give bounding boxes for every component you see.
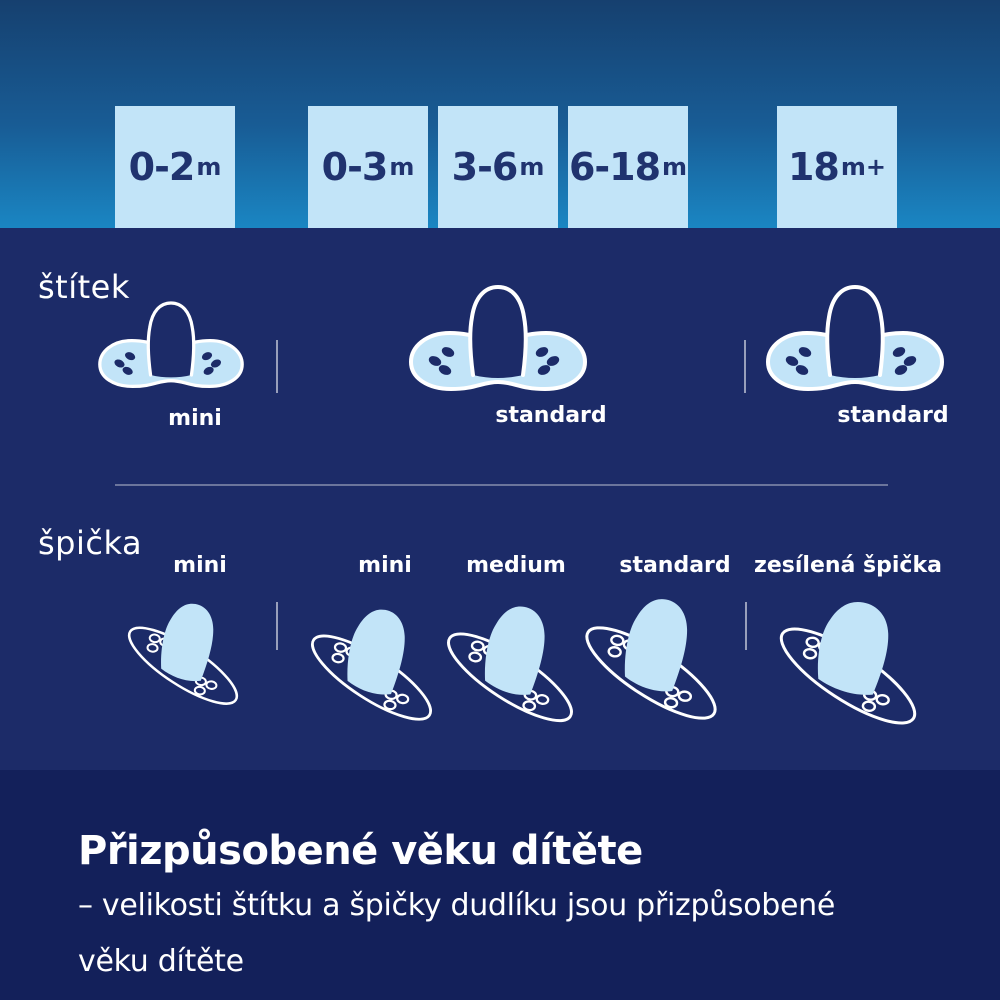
pacifier-shield-front-standard-icon bbox=[766, 284, 944, 391]
shield-row-divider bbox=[276, 340, 278, 393]
age-badge-unit: m bbox=[662, 153, 688, 181]
age-badge-value: 3-6 bbox=[451, 145, 519, 189]
tip-size-label: medium bbox=[466, 553, 566, 578]
pacifier-shield-front-mini-icon bbox=[98, 301, 244, 389]
age-badge-unit: m bbox=[389, 153, 415, 181]
pacifier-tip-side-reinforced-icon bbox=[779, 602, 917, 725]
caption-line-1: – velikosti štítku a špičky dudlíku jsou… bbox=[78, 888, 836, 923]
age-badge-value: 0-3 bbox=[321, 145, 389, 189]
shield-row-title: štítek bbox=[38, 268, 130, 306]
age-badge-6-18m: 6-18 m bbox=[568, 106, 688, 228]
age-badge-unit: m bbox=[519, 153, 545, 181]
tip-row-title: špička bbox=[38, 524, 143, 562]
tip-size-label: mini bbox=[358, 553, 412, 578]
shield-size-label: standard bbox=[837, 403, 949, 428]
pacifier-tip-side-medium-icon bbox=[447, 606, 573, 723]
pacifier-tip-side-mini-icon bbox=[311, 609, 432, 721]
age-badge-value: 6-18 bbox=[568, 145, 661, 189]
pacifier-tip-side-standard-icon bbox=[585, 599, 717, 720]
caption-band bbox=[0, 770, 1000, 1000]
tip-row-divider bbox=[745, 602, 747, 650]
age-badge-0-3m: 0-3 m bbox=[308, 106, 428, 228]
age-badge-value: 0-2 bbox=[128, 145, 196, 189]
tip-size-label: standard bbox=[619, 553, 731, 578]
shield-row-divider bbox=[744, 340, 746, 393]
age-badge-unit: m bbox=[196, 153, 222, 181]
pacifier-shield-front-standard-icon bbox=[409, 284, 587, 391]
row-separator-line bbox=[115, 484, 888, 486]
age-badge-value: 18 bbox=[787, 145, 840, 189]
age-badge-unit: m+ bbox=[840, 153, 886, 181]
shield-size-label: mini bbox=[168, 406, 222, 431]
tip-size-label: mini bbox=[173, 553, 227, 578]
caption-heading: Přizpůsobené věku dítěte bbox=[78, 828, 643, 874]
tip-size-label: zesílená špička bbox=[754, 553, 942, 578]
age-badge-0-2m: 0-2 m bbox=[115, 106, 235, 228]
age-badge-3-6m: 3-6 m bbox=[438, 106, 558, 228]
pacifier-tip-side-mini-icon bbox=[127, 603, 239, 705]
tip-row-divider bbox=[276, 602, 278, 650]
caption-line-2: věku dítěte bbox=[78, 944, 244, 979]
shield-size-label: standard bbox=[495, 403, 607, 428]
age-badge-18m-plus: 18 m+ bbox=[777, 106, 897, 228]
